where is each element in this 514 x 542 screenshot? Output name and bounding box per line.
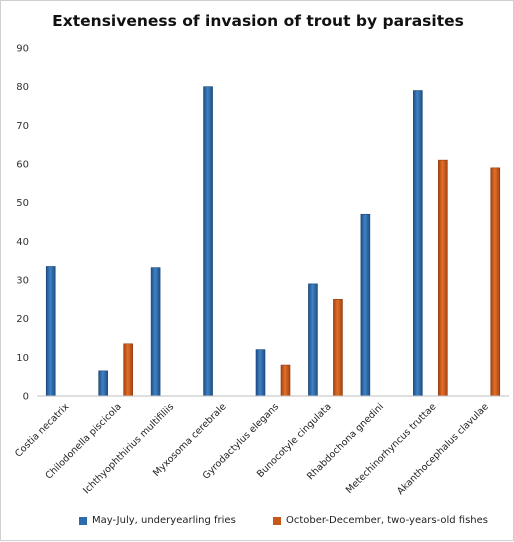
y-tick-label: 90 bbox=[16, 44, 29, 55]
chart-title: Extensiveness of invasion of trout by pa… bbox=[52, 12, 464, 30]
legend-swatch-series-2 bbox=[273, 516, 281, 525]
x-category-label: Metechinorhyncus truttae bbox=[344, 401, 439, 496]
y-tick-label: 60 bbox=[16, 160, 29, 171]
y-tick-label: 80 bbox=[16, 82, 29, 93]
legend-item-series-2: October-December, two-years-old fishes bbox=[273, 515, 488, 526]
y-tick-label: 70 bbox=[16, 121, 29, 132]
bars bbox=[45, 86, 501, 397]
bar-series-2-cat-5 bbox=[280, 364, 291, 397]
bar-series-1-cat-7 bbox=[360, 213, 371, 397]
legend-label-series-1: May-July, underyearling fries bbox=[92, 515, 236, 526]
bar-series-1-cat-2 bbox=[98, 370, 108, 397]
y-tick-label: 30 bbox=[16, 276, 29, 287]
x-category-label: Ichthyophthirius multifiliis bbox=[81, 401, 176, 496]
bar-series-2-cat-6 bbox=[333, 299, 343, 397]
y-tick-label: 50 bbox=[16, 198, 29, 209]
legend: May-July, underyearling fries October-De… bbox=[1, 515, 514, 533]
y-axis: 0 10 20 30 40 50 60 70 80 90 bbox=[16, 44, 29, 403]
bar-series-1-cat-6 bbox=[308, 283, 318, 397]
bar-series-2-cat-2 bbox=[123, 343, 133, 397]
y-tick-label: 10 bbox=[16, 353, 29, 364]
y-tick-label: 0 bbox=[23, 392, 29, 403]
bar-series-1-cat-5 bbox=[255, 349, 266, 397]
legend-label-series-2: October-December, two-years-old fishes bbox=[286, 515, 488, 526]
bar-series-1-cat-3 bbox=[150, 267, 161, 397]
bar-series-2-cat-8 bbox=[438, 159, 448, 397]
bar-series-2-cat-9 bbox=[490, 167, 501, 397]
legend-swatch-series-1 bbox=[79, 516, 87, 525]
y-tick-label: 40 bbox=[16, 237, 29, 248]
x-category-label: Akanthocephalus clavulae bbox=[395, 401, 491, 497]
bar-series-1-cat-8 bbox=[413, 90, 423, 397]
bar-series-1-cat-4 bbox=[203, 86, 213, 397]
bar-series-1-cat-1 bbox=[45, 266, 56, 397]
legend-item-series-1: May-July, underyearling fries bbox=[79, 515, 236, 526]
x-category-label: Costia necatrix bbox=[13, 401, 72, 460]
y-tick-label: 20 bbox=[16, 314, 29, 325]
